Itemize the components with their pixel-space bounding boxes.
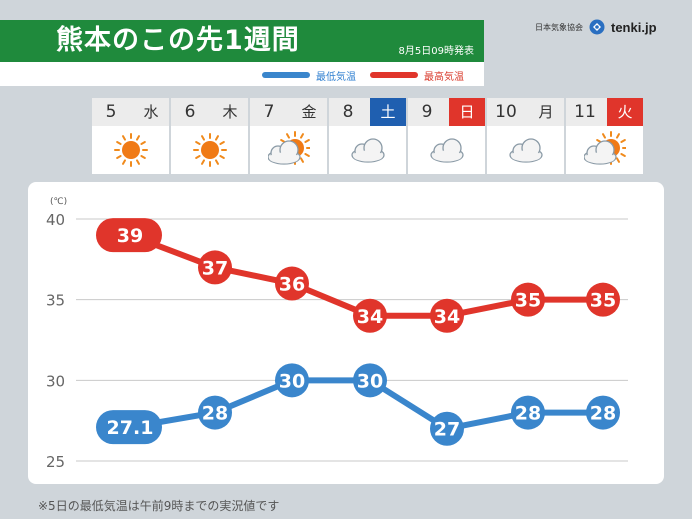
cloud-icon [509, 138, 543, 163]
issued-time: 8月5日09時発表 [398, 46, 474, 57]
day-weekday: 水 [143, 103, 159, 121]
sun-icon [114, 133, 148, 167]
data-point-marker [586, 395, 620, 430]
day-number: 7 [263, 102, 275, 122]
temperature-chart: (℃) 40 35 30 25 39 37 36 34 34 35 35 27.1 28 30 30 27 28 2… [46, 197, 628, 471]
data-point-marker [511, 395, 545, 430]
day-column: 10 月 [487, 98, 564, 174]
day-number: 9 [421, 102, 433, 122]
data-label: 37 [202, 257, 228, 279]
chart-panel: (℃) 40 35 30 25 39 37 36 34 34 35 35 27.1 28 30 30 27 28 2… [28, 182, 664, 484]
legend-max-label: 最高気温 [424, 71, 464, 83]
y-tick-label: 40 [46, 211, 65, 229]
sun-icon [193, 133, 227, 167]
day-number: 6 [184, 102, 196, 122]
day-number: 11 [574, 102, 596, 122]
data-label: 30 [357, 370, 383, 392]
day-number: 5 [105, 102, 117, 122]
data-point-marker [353, 298, 387, 333]
y-tick-label: 25 [46, 453, 65, 471]
footnote: ※5日の最低気温は午前9時までの実況値です [38, 499, 280, 513]
data-point-marker [96, 218, 162, 253]
data-label: 30 [279, 370, 305, 392]
legend-min-label: 最低気温 [316, 71, 356, 83]
data-label: 28 [202, 403, 228, 425]
day-weekday: 木 [222, 103, 238, 121]
page-title: 熊本のこの先1週間 [56, 25, 300, 56]
y-unit-label: (℃) [50, 197, 67, 207]
data-point-marker [275, 363, 309, 398]
tenki-logo-icon [589, 19, 605, 35]
data-label: 34 [434, 306, 460, 328]
cloud-icon [351, 138, 385, 163]
cloud-sun-icon [584, 131, 626, 165]
data-point-marker [96, 410, 162, 445]
data-point-marker [198, 395, 232, 430]
legend: 最低気温 最高気温 [262, 67, 472, 83]
day-column: 11 火 [566, 98, 643, 174]
legend-min-swatch [262, 72, 310, 78]
data-label: 35 [590, 290, 616, 312]
title-banner: 熊本のこの先1週間 8月5日09時発表 最低気温 最高気温 [0, 20, 484, 86]
data-point-marker [430, 411, 464, 446]
logo-org: 日本気象協会 [535, 22, 583, 32]
day-number: 8 [342, 102, 354, 122]
data-point-marker [198, 250, 232, 285]
data-label: 27 [434, 419, 460, 441]
legend-max-swatch [370, 72, 418, 78]
day-weekday: 月 [538, 103, 554, 121]
logo: 日本気象協会 tenki.jp [535, 16, 657, 38]
data-label: 36 [279, 274, 305, 296]
data-label: 28 [515, 403, 541, 425]
day-number: 10 [495, 102, 517, 122]
y-tick-label: 30 [46, 372, 65, 390]
day-weekday: 金 [301, 103, 317, 121]
data-label: 28 [590, 403, 616, 425]
day-weekday: 火 [607, 98, 643, 126]
cloud-sun-icon [268, 131, 310, 165]
day-weekday: 土 [370, 98, 406, 126]
title-bar: 熊本のこの先1週間 8月5日09時発表 [0, 20, 484, 62]
data-label: 39 [117, 225, 143, 247]
data-point-marker [353, 363, 387, 398]
cloud-icon [430, 138, 464, 163]
data-point-marker [586, 282, 620, 317]
day-header: 11 火 [566, 98, 643, 126]
logo-brand: tenki.jp [611, 19, 657, 35]
data-point-marker [511, 282, 545, 317]
data-label: 34 [357, 306, 383, 328]
data-point-marker [275, 266, 309, 301]
data-label: 35 [515, 290, 541, 312]
y-tick-label: 35 [46, 292, 65, 310]
data-label: 27.1 [107, 417, 154, 439]
day-header: 10 月 [487, 98, 564, 126]
day-weekday: 日 [449, 98, 485, 126]
data-point-marker [430, 298, 464, 333]
